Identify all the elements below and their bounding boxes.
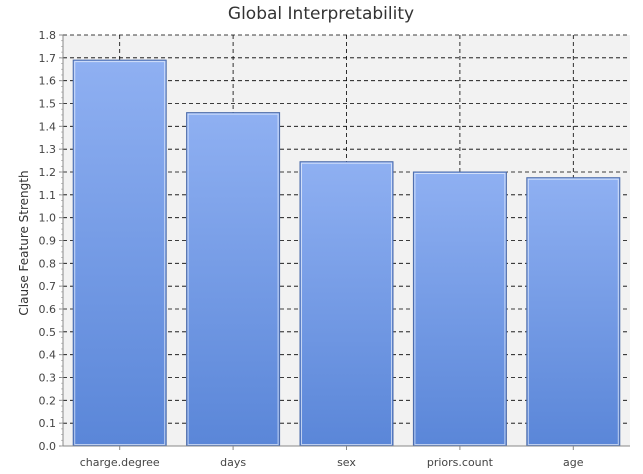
y-tick-label: 1.1 — [39, 189, 57, 202]
bar-highlight — [414, 173, 506, 445]
y-tick-label: 0.4 — [39, 349, 57, 362]
bar-days — [186, 112, 281, 447]
bar-priors-count — [412, 171, 507, 447]
y-tick-label: 1.0 — [39, 212, 57, 225]
y-tick-label: 0.5 — [39, 326, 57, 339]
bar-highlight — [527, 178, 619, 445]
bar-highlight — [187, 113, 279, 445]
y-tick-label: 0.9 — [39, 235, 57, 248]
y-tick-label: 0.0 — [39, 440, 57, 453]
x-tick-label: age — [563, 456, 584, 469]
y-tick-label: 0.7 — [39, 280, 57, 293]
x-tick-labels: charge.degree days sex priors.count age — [80, 456, 584, 469]
bar-highlight — [74, 61, 166, 445]
y-tick-label: 0.2 — [39, 394, 57, 407]
bar-charge-degree — [72, 59, 167, 447]
y-tick-labels: 0.0 0.1 0.2 0.3 0.4 0.5 0.6 0.7 0.8 0.9 1.0 1.1 1.2 1… — [39, 29, 57, 453]
y-tick-label: 0.1 — [39, 417, 57, 430]
axes — [59, 34, 630, 450]
y-tick-label: 1.4 — [39, 120, 57, 133]
x-tick-label: priors.count — [427, 456, 494, 469]
x-tick-label: charge.degree — [80, 456, 160, 469]
y-tick-label: 0.3 — [39, 372, 57, 385]
y-tick-label: 1.5 — [39, 98, 57, 111]
y-tick-label: 0.8 — [39, 257, 57, 270]
x-tick-label: days — [220, 456, 246, 469]
chart-title: Global Interpretability — [228, 4, 414, 24]
bar-sex — [299, 161, 394, 447]
x-tick-label: sex — [337, 456, 356, 469]
bar-age — [526, 177, 621, 447]
y-tick-label: 1.8 — [39, 29, 57, 42]
y-tick-label: 1.6 — [39, 75, 57, 88]
bars — [72, 59, 621, 447]
y-tick-label: 1.3 — [39, 143, 57, 156]
bar-highlight — [301, 162, 392, 445]
y-axis-label: Clause Feature Strength — [17, 170, 31, 315]
y-tick-label: 1.2 — [39, 166, 57, 179]
y-tick-label: 1.7 — [39, 52, 57, 65]
y-tick-label: 0.6 — [39, 303, 57, 316]
